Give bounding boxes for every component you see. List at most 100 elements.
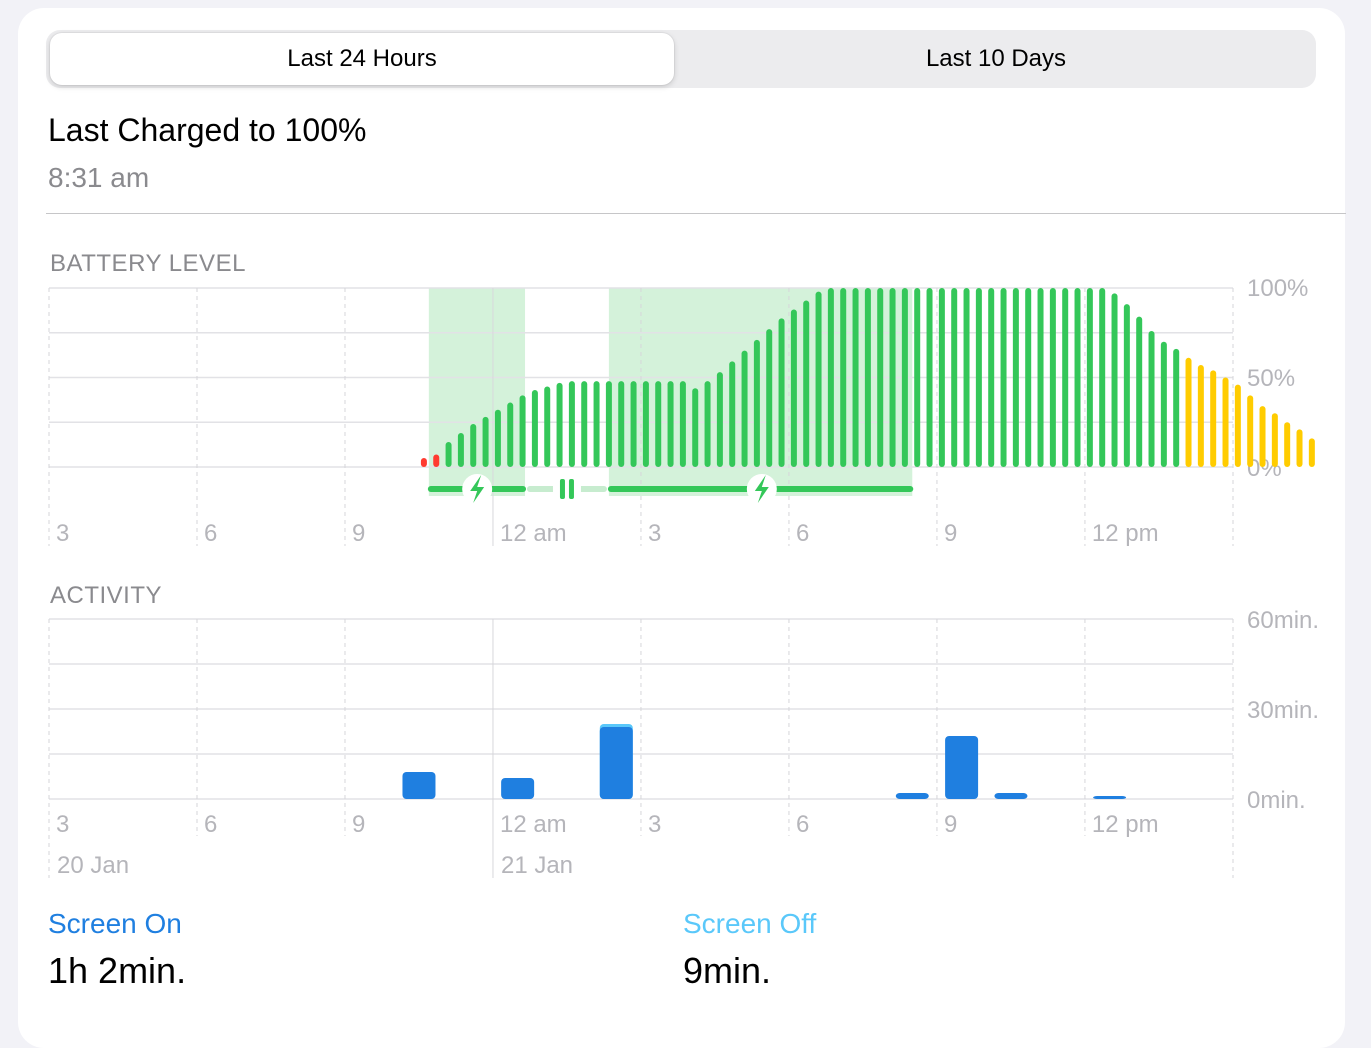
y-tick-label: 60min. <box>1247 607 1319 634</box>
battery-bar <box>889 288 896 467</box>
battery-bar <box>1049 288 1056 467</box>
pause-icon <box>568 479 574 499</box>
battery-bar <box>864 288 871 467</box>
battery-bar <box>1197 364 1204 467</box>
battery-bar <box>1185 357 1192 467</box>
x-tick-label: 6 <box>204 520 217 547</box>
battery-bar <box>729 361 736 467</box>
screen-on-label: Screen On <box>48 908 182 939</box>
battery-bar <box>803 300 810 467</box>
battery-bar <box>556 382 563 467</box>
battery-bar <box>457 432 464 467</box>
screen-off-label: Screen Off <box>683 908 817 939</box>
battery-bar <box>815 291 822 467</box>
battery-bar <box>507 402 514 467</box>
x-tick-label: 3 <box>56 520 69 547</box>
battery-bar <box>581 381 588 467</box>
battery-bar <box>1247 395 1254 467</box>
pause-icon-bg <box>552 477 581 501</box>
battery-bar <box>1025 288 1032 467</box>
battery-bar <box>938 288 945 467</box>
battery-bar <box>568 381 575 467</box>
screen-on-bar <box>501 778 535 799</box>
activity-label: ACTIVITY <box>50 582 163 609</box>
battery-bar <box>445 441 452 467</box>
pause-icon <box>559 479 565 499</box>
date-label: 21 Jan <box>501 852 573 879</box>
x-tick-label: 12 am <box>500 811 567 838</box>
battery-bar <box>840 288 847 467</box>
x-tick-label: 12 pm <box>1092 811 1159 838</box>
battery-bar <box>988 288 995 467</box>
battery-bar <box>1136 316 1143 467</box>
battery-bar <box>1160 341 1167 467</box>
battery-bar <box>433 454 440 467</box>
battery-bar <box>877 288 884 467</box>
last-charged-title: Last Charged to 100% <box>48 112 367 148</box>
battery-bar <box>1222 377 1229 467</box>
x-tick-label: 3 <box>56 811 69 838</box>
battery-bar <box>1099 288 1106 467</box>
battery-bar <box>1148 330 1155 467</box>
battery-bar <box>1308 438 1315 467</box>
x-tick-label: 6 <box>796 520 809 547</box>
x-tick-label: 6 <box>204 811 217 838</box>
battery-bar <box>494 409 501 467</box>
battery-bar <box>531 390 538 467</box>
battery-bar <box>975 288 982 467</box>
x-tick-label: 9 <box>944 811 957 838</box>
battery-bar <box>1062 288 1069 467</box>
battery-bar <box>642 381 649 467</box>
battery-bar <box>470 424 477 467</box>
screen-on-bar <box>1093 796 1127 799</box>
battery-bar <box>1111 293 1118 467</box>
battery-bar <box>605 381 612 467</box>
y-tick-label: 30min. <box>1247 697 1319 724</box>
battery-bar <box>630 381 637 467</box>
battery-bar <box>1086 288 1093 467</box>
battery-bar <box>1074 288 1081 467</box>
battery-bar <box>963 288 970 467</box>
screen-on-value: 1h 2min. <box>48 950 187 991</box>
battery-bar <box>692 388 699 467</box>
battery-bar <box>1123 304 1130 467</box>
battery-bar <box>716 372 723 467</box>
battery-bar <box>679 381 686 467</box>
battery-bar <box>704 381 711 467</box>
battery-bar <box>1259 406 1266 467</box>
screen-on-bar <box>994 793 1028 799</box>
battery-card <box>18 8 1345 1048</box>
y-tick-label: 100% <box>1247 275 1308 302</box>
x-tick-label: 9 <box>944 520 957 547</box>
battery-bar <box>1234 384 1241 467</box>
battery-bar <box>1000 288 1007 467</box>
battery-bar <box>753 339 760 467</box>
charging-bolt-icon <box>470 475 485 503</box>
screen-on-bar <box>945 736 979 799</box>
x-tick-label: 3 <box>648 811 661 838</box>
battery-bar <box>766 329 773 467</box>
battery-bar <box>544 386 551 467</box>
x-tick-label: 3 <box>648 520 661 547</box>
x-tick-label: 12 am <box>500 520 567 547</box>
last-charged-time: 8:31 am <box>48 162 150 193</box>
tab-last-24-hours[interactable]: Last 24 Hours <box>50 33 674 85</box>
battery-bar <box>1210 370 1217 467</box>
tab-last-10-days[interactable]: Last 10 Days <box>925 45 1067 72</box>
divider <box>46 213 1346 214</box>
time-range-segmented-control: Last 24 Hours Last 10 Days <box>46 30 1316 88</box>
battery-bar <box>593 381 600 467</box>
battery-bar <box>1037 288 1044 467</box>
y-tick-label: 0min. <box>1247 787 1306 814</box>
battery-bar <box>655 381 662 467</box>
date-label: 20 Jan <box>57 852 129 879</box>
battery-bar <box>926 288 933 467</box>
screen-on-bar <box>895 793 929 799</box>
battery-bar <box>827 288 834 467</box>
battery-bar <box>1296 429 1303 467</box>
battery-bar <box>1012 288 1019 467</box>
battery-bar <box>618 381 625 467</box>
battery-bar <box>1284 422 1291 467</box>
x-tick-label: 6 <box>796 811 809 838</box>
